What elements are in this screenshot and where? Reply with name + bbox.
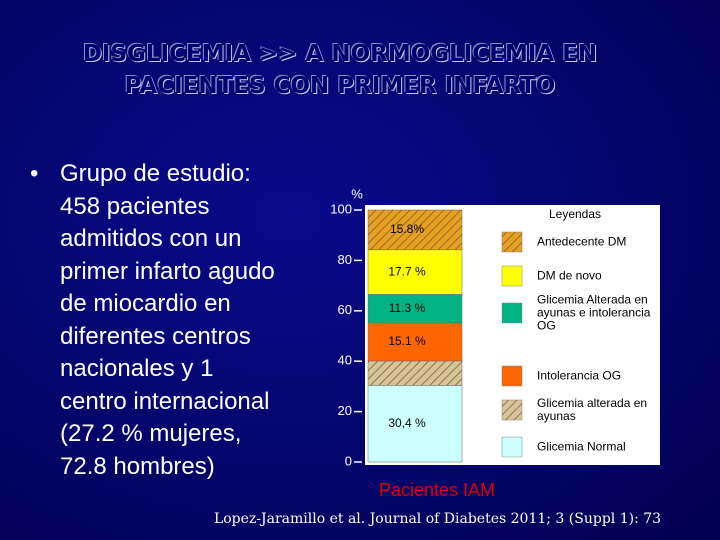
bullet-line: de miocardio en: [60, 290, 231, 317]
bullet-line: primer infarto agudo: [60, 257, 275, 285]
y-tick-label: 40: [338, 353, 352, 368]
bullet-line: diferentes centros: [60, 322, 251, 350]
y-tick-label: 60: [338, 302, 352, 317]
y-tick-label: 20: [338, 403, 352, 418]
bullet-line: Grupo de estudio:: [60, 160, 251, 187]
value-label: 15.1 %: [388, 334, 426, 348]
legend-swatch: [501, 399, 523, 421]
bar-segment: [367, 385, 463, 463]
bullet: • Grupo de estudio: 458 pacientes admitidos…: [30, 158, 275, 483]
y-tick-label: 100: [330, 201, 352, 216]
legend-label: Intolerancia OG: [537, 368, 622, 383]
bullet-line: (27.2 % mujeres,: [60, 420, 242, 447]
legend-title: Leyendas: [549, 207, 601, 221]
x-axis-label: Pacientes IAM: [379, 480, 495, 500]
bullet-line: centro internacional: [60, 387, 270, 415]
bar-segment: [367, 294, 463, 324]
title: DISGLICEMIA >> A NORMOGLICEMIA EN PACIENT…: [0, 38, 680, 102]
bar-segment: [367, 360, 463, 386]
value-label: 17.7 %: [388, 264, 426, 278]
bullet-line: nacionales y 1: [60, 355, 214, 382]
legend-swatch: [501, 265, 523, 287]
bullet-line: 72.8 hombres): [60, 452, 215, 480]
bar-segment: [367, 249, 463, 295]
legend-label: Glicemia Normal: [537, 439, 626, 454]
y-tick-label: 0: [345, 453, 352, 468]
title-line: PACIENTES CON PRIMER INFARTO: [124, 73, 556, 99]
y-tick-label: 80: [338, 252, 352, 267]
legend-label: Glicemia alterada en ayunas: [537, 396, 648, 423]
legend-label: DM de novo: [537, 268, 602, 283]
legend-swatch: [501, 231, 523, 253]
bar-segment: [367, 209, 463, 251]
legend-label: Antedecente DM: [537, 234, 627, 249]
value-label: 15.8%: [390, 222, 424, 236]
bullet-line: admitidos con un: [60, 225, 242, 252]
citation: Lopez-Jaramillo et al. Journal of Diabet…: [213, 511, 662, 527]
value-label: 11.3 %: [389, 301, 426, 315]
title-line: DISGLICEMIA >> A NORMOGLICEMIA EN: [82, 41, 598, 67]
legend-swatch: [501, 302, 523, 324]
bar-segment: [367, 322, 463, 362]
value-label: 30,4 %: [388, 416, 426, 430]
legend-label: Glicemia Alterada en ayunas e intoleranc…: [537, 292, 651, 333]
y-axis-label: %: [351, 186, 363, 201]
bullet-line: 458 pacientes: [60, 192, 210, 220]
legend-swatch: [501, 436, 523, 458]
legend-swatch: [501, 365, 523, 387]
